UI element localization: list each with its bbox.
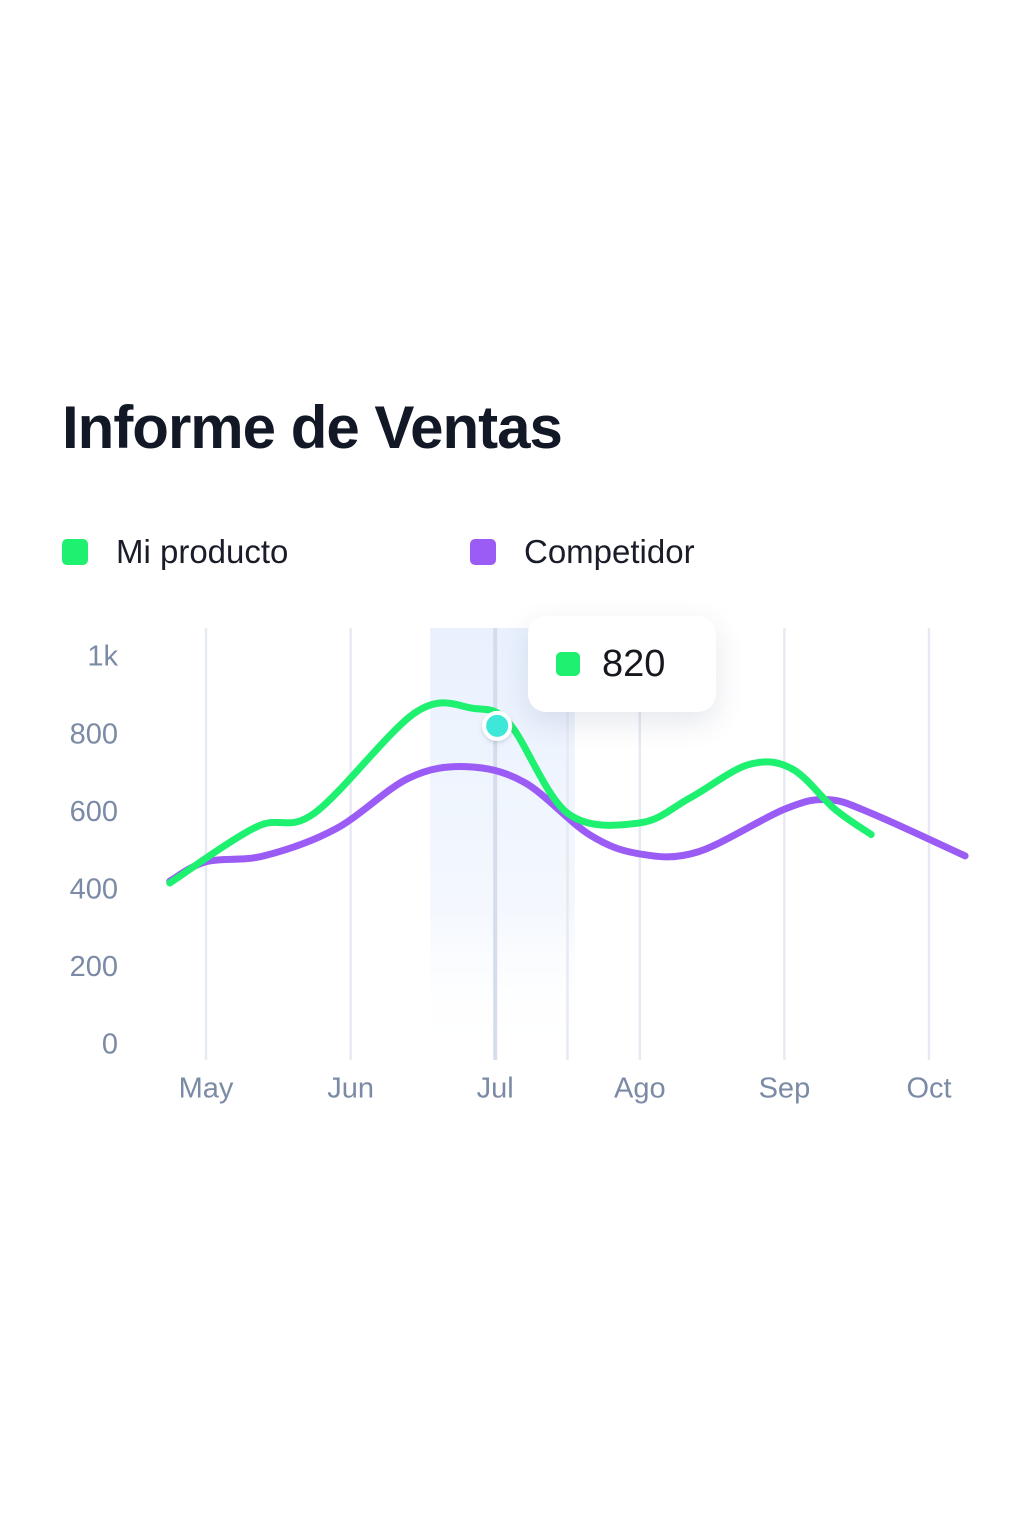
legend-item-competidor[interactable]: Competidor	[470, 532, 695, 572]
highlight-point[interactable]	[482, 710, 513, 741]
y-tick-label-0: 0	[102, 1029, 118, 1061]
x-tick-label-jun: Jun	[327, 1073, 374, 1105]
x-tick-label-oct: Oct	[906, 1073, 951, 1105]
x-tick-label-jul: Jul	[477, 1073, 514, 1105]
legend-label-mi-producto: Mi producto	[116, 533, 289, 570]
page-title: Informe de Ventas	[62, 394, 563, 461]
legend-item-mi-producto[interactable]: Mi producto	[62, 532, 288, 572]
y-tick-label-5: 1k	[87, 641, 118, 673]
tooltip-swatch	[556, 652, 580, 676]
y-tick-label-3: 600	[70, 796, 118, 828]
legend-swatch-mi-producto	[62, 539, 88, 565]
x-tick-label-sep: Sep	[759, 1073, 811, 1105]
y-tick-label-2: 400	[70, 873, 118, 905]
y-tick-label-1: 200	[70, 951, 118, 983]
x-tick-label-may: May	[179, 1073, 234, 1105]
tooltip-value: 820	[602, 642, 666, 685]
legend-label-competidor: Competidor	[524, 533, 695, 570]
series-line-mi-producto[interactable]	[166, 699, 875, 887]
x-tick-label-ago: Ago	[614, 1073, 666, 1105]
legend-swatch-competidor	[470, 539, 496, 565]
y-tick-label-4: 800	[70, 718, 118, 750]
chart-tooltip: 820	[528, 616, 716, 712]
